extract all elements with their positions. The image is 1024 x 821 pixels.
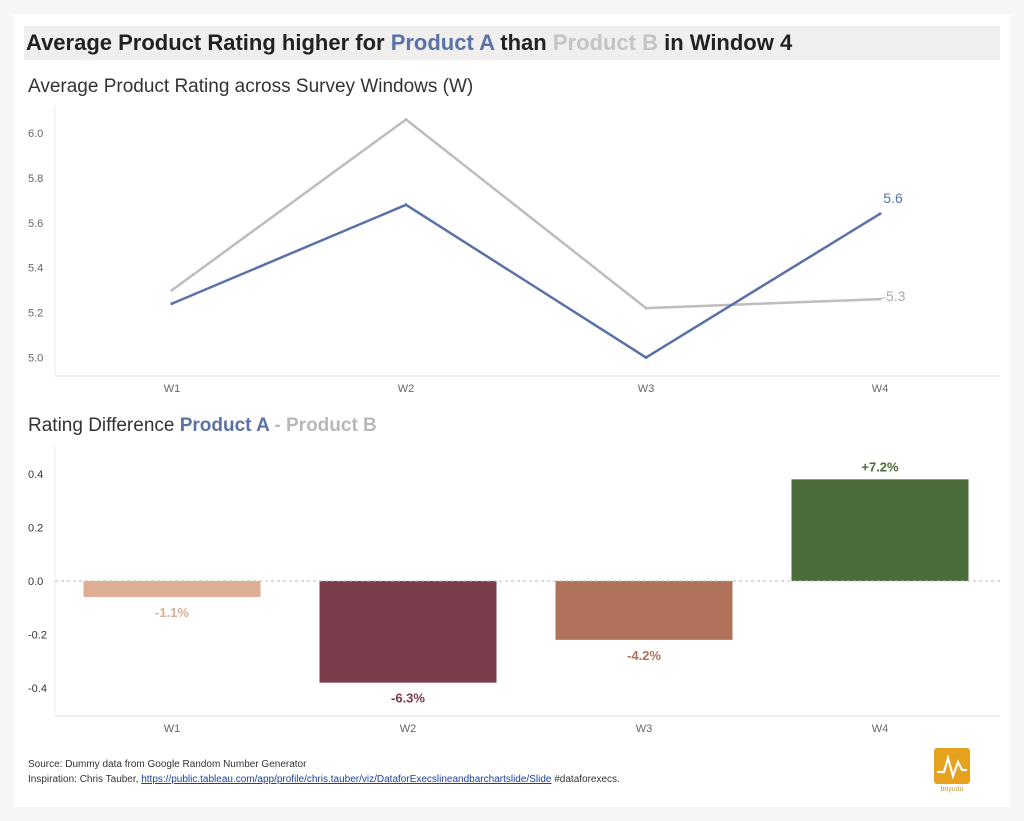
bar-y-tick-label: 0.2 [28, 523, 43, 535]
bar-x-tick-label: W1 [164, 723, 181, 735]
series-point-product-b [170, 288, 174, 292]
series-point-product-b [404, 117, 408, 121]
bar-x-tick-label: W4 [872, 723, 889, 735]
footer-source: Source: Dummy data from Google Random Nu… [28, 759, 307, 770]
line-y-tick-label: 5.6 [28, 218, 43, 230]
series-line-product-a [171, 203, 881, 359]
bar-y-tick-label: 0.4 [28, 469, 43, 481]
line-y-tick-label: 5.0 [28, 353, 43, 365]
bar-y-tick-label: -0.4 [28, 683, 47, 695]
bar-w2 [319, 581, 497, 683]
bar-data-label: -1.1% [155, 605, 189, 620]
line-x-tick-label: W3 [638, 383, 655, 395]
title-bar [24, 26, 1000, 60]
bar-w1 [83, 581, 261, 598]
title-product-a: Product A [390, 30, 495, 55]
bar-w3 [555, 581, 733, 640]
bar-subtitle-product-b: Product B [286, 415, 377, 436]
bar-x-tick-label: W2 [400, 723, 417, 735]
bar-y-tick-label: -0.2 [28, 630, 47, 642]
line-x-tick-label: W1 [164, 383, 181, 395]
series-point-product-a [404, 203, 408, 207]
bar-subtitle-product-a: Product A [179, 415, 270, 436]
end-label-leader-product-b [879, 296, 887, 300]
line-y-tick-label: 5.2 [28, 308, 43, 320]
bar-data-label: -4.2% [627, 648, 661, 663]
logo-text: boyudu [940, 786, 964, 793]
line-y-tick-label: 6.0 [28, 128, 43, 140]
series-point-product-a [878, 212, 882, 216]
series-line-product-b [171, 118, 881, 310]
footer-inspiration: Inspiration: Chris Tauber, https://publi… [28, 774, 620, 785]
series-point-product-a [170, 302, 174, 306]
end-label-product-a: 5.6 [883, 190, 903, 206]
title-part-2: than [494, 30, 553, 55]
bar-data-label: -6.3% [391, 691, 425, 706]
chart-card [14, 14, 1010, 807]
line-x-tick-label: W4 [872, 383, 889, 395]
bar-chart-subtitle: Rating Difference Product A - Product B [28, 415, 377, 437]
end-label-product-b: 5.3 [886, 288, 906, 304]
bar-subtitle-prefix: Rating Difference [28, 415, 180, 436]
bar-data-label: +7.2% [861, 459, 899, 474]
inspiration-prefix: Inspiration: Chris Tauber, [28, 774, 142, 785]
series-point-product-b [644, 306, 648, 310]
inspiration-link[interactable]: https://public.tableau.com/app/profile/c… [141, 774, 552, 785]
line-chart-subtitle: Average Product Rating across Survey Win… [28, 76, 474, 97]
series-point-product-a [644, 356, 648, 360]
title-part-1: Average Product Rating higher for [26, 30, 391, 55]
bar-subtitle-separator: - [269, 415, 286, 436]
chart-title: Average Product Rating higher for Produc… [26, 30, 792, 56]
line-x-tick-label: W2 [398, 383, 415, 395]
bar-y-tick-label: 0.0 [28, 576, 43, 588]
title-part-3: in Window 4 [657, 30, 793, 55]
bar-x-tick-label: W3 [636, 723, 653, 735]
title-product-b: Product B [552, 30, 658, 55]
inspiration-suffix: #dataforexecs. [551, 774, 620, 785]
line-y-tick-label: 5.4 [28, 263, 43, 275]
bar-w4 [791, 479, 969, 581]
line-y-tick-label: 5.8 [28, 173, 43, 185]
logo-icon [934, 748, 970, 784]
